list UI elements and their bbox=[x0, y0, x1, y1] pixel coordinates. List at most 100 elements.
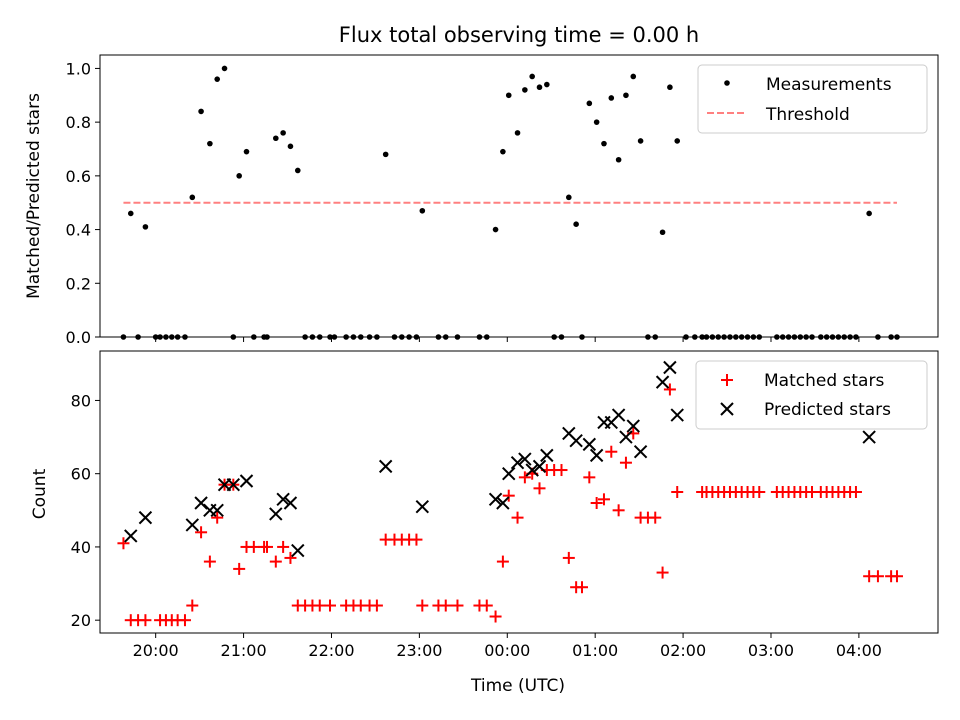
measurement-point bbox=[529, 73, 535, 80]
measurement-point bbox=[287, 143, 294, 150]
chart-title: Flux total observing time = 0.00 h bbox=[339, 23, 699, 47]
measurement-point bbox=[674, 138, 681, 144]
matched-point bbox=[410, 533, 423, 546]
x-axis-label: Time (UTC) bbox=[470, 676, 565, 696]
predicted-point bbox=[283, 496, 298, 510]
predicted-point bbox=[291, 543, 305, 558]
matched-point bbox=[656, 566, 669, 579]
predicted-point bbox=[226, 477, 241, 492]
predicted-point bbox=[496, 496, 510, 510]
x-tick-label: 22:00 bbox=[308, 641, 354, 660]
measurement-point bbox=[207, 140, 213, 147]
matched-point bbox=[416, 599, 429, 612]
legend-matched-marker bbox=[721, 374, 733, 386]
matched-point bbox=[575, 581, 588, 594]
matched-point bbox=[649, 511, 662, 524]
measurement-point bbox=[536, 84, 543, 91]
predicted-point bbox=[670, 408, 684, 422]
y-tick-label: 0.0 bbox=[66, 328, 91, 347]
series-predicted-stars bbox=[124, 360, 876, 558]
measurement-point bbox=[623, 92, 629, 99]
matched-point bbox=[324, 599, 337, 612]
matched-point bbox=[583, 471, 596, 484]
measurement-point bbox=[601, 140, 607, 147]
series-matched-stars bbox=[117, 383, 903, 627]
matched-point bbox=[671, 486, 684, 498]
matched-point bbox=[597, 493, 610, 506]
predicted-point bbox=[619, 430, 633, 444]
matched-point bbox=[247, 540, 260, 553]
x-tick-label: 23:00 bbox=[396, 641, 442, 660]
matched-point bbox=[511, 511, 524, 524]
predicted-point bbox=[276, 492, 290, 507]
measurement-point bbox=[500, 148, 506, 155]
y-tick-label: 80 bbox=[71, 391, 91, 410]
matched-point bbox=[439, 599, 452, 612]
predicted-point bbox=[488, 492, 503, 507]
measurement-point bbox=[189, 194, 196, 201]
top-y-axis-label: Matched/Predicted stars bbox=[24, 93, 44, 299]
predicted-point bbox=[626, 419, 640, 433]
matched-point bbox=[284, 551, 297, 564]
matched-point bbox=[233, 562, 246, 575]
predicted-point bbox=[415, 499, 430, 514]
matched-point bbox=[269, 555, 282, 568]
x-tick-label: 21:00 bbox=[221, 641, 267, 660]
matched-point bbox=[178, 614, 191, 627]
x-tick-label: 03:00 bbox=[748, 641, 794, 660]
x-tick-label: 04:00 bbox=[836, 641, 882, 660]
predicted-point bbox=[378, 459, 393, 474]
y-tick-label: 60 bbox=[71, 465, 91, 484]
matched-point bbox=[502, 489, 515, 502]
matched-point bbox=[533, 482, 546, 495]
matched-point bbox=[518, 471, 531, 484]
matched-point bbox=[619, 456, 632, 469]
legend-matched-label: Matched stars bbox=[764, 371, 884, 391]
top-panel: 0.0 0.2 0.4 0.6 0.8 1.0 bbox=[66, 54, 939, 347]
y-tick-label: 1.0 bbox=[66, 59, 91, 78]
x-tick-label: 00:00 bbox=[484, 641, 530, 660]
matched-point bbox=[555, 464, 568, 477]
bottom-panel: 20:00 21:00 22:00 23:00 00:00 01:00 02:00 03:00… bbox=[71, 350, 939, 660]
predicted-point bbox=[124, 529, 138, 543]
legend-measurements-marker bbox=[724, 80, 730, 86]
matched-point bbox=[451, 599, 464, 612]
predicted-point bbox=[569, 434, 583, 448]
top-legend-box bbox=[697, 64, 928, 134]
measurement-point bbox=[573, 221, 579, 227]
predicted-point bbox=[502, 466, 516, 481]
measurement-point bbox=[522, 87, 528, 93]
measurement-point bbox=[566, 194, 572, 201]
matched-point bbox=[117, 537, 130, 550]
measurement-point bbox=[273, 135, 279, 142]
matched-point bbox=[562, 551, 575, 564]
matched-point bbox=[203, 555, 216, 568]
y-tick-label: 20 bbox=[71, 611, 91, 630]
matched-point bbox=[871, 570, 884, 583]
measurement-point bbox=[586, 100, 593, 107]
measurement-point bbox=[608, 95, 615, 101]
matched-point bbox=[261, 540, 274, 553]
matched-point bbox=[186, 599, 199, 612]
predicted-point bbox=[611, 408, 626, 422]
legend-predicted-marker bbox=[720, 402, 734, 416]
measurement-point bbox=[127, 210, 134, 217]
matched-point bbox=[489, 610, 502, 623]
matched-point bbox=[313, 599, 326, 612]
predicted-point bbox=[633, 445, 648, 459]
measurement-point bbox=[294, 167, 301, 174]
predicted-point bbox=[862, 430, 876, 444]
predicted-point bbox=[663, 360, 677, 375]
predicted-point bbox=[532, 459, 547, 474]
bottom-legend: Matched stars Predicted stars bbox=[695, 360, 928, 430]
measurement-point bbox=[142, 224, 149, 230]
matched-point bbox=[849, 486, 862, 498]
predicted-point bbox=[540, 448, 554, 463]
measurement-point bbox=[505, 92, 512, 99]
measurement-point bbox=[419, 207, 426, 214]
y-tick-label: 0.2 bbox=[66, 274, 91, 293]
y-tick-label: 0.6 bbox=[66, 167, 91, 186]
matched-point bbox=[370, 599, 383, 612]
predicted-point bbox=[582, 437, 597, 452]
